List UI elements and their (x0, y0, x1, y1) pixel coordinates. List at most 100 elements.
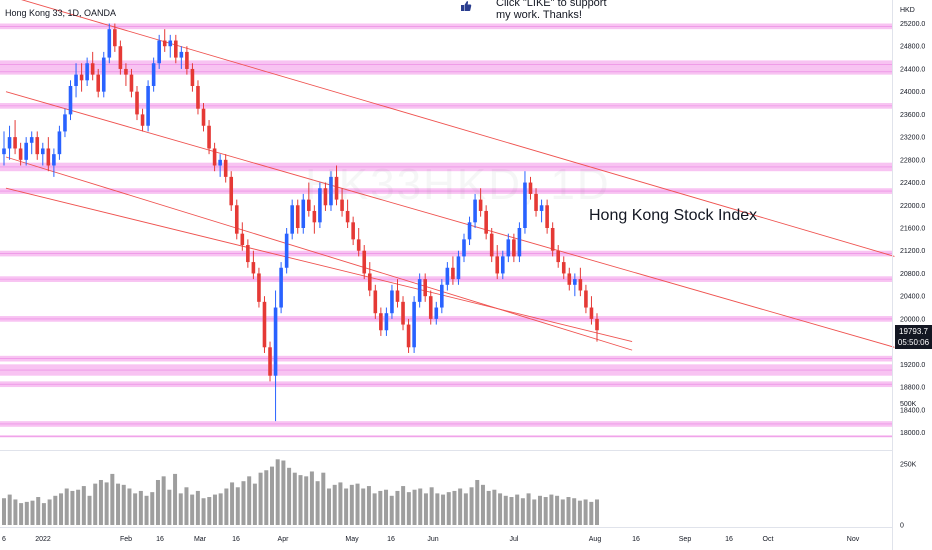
volume-bar (509, 497, 514, 525)
volume-bar (418, 488, 423, 525)
candle-body (52, 154, 56, 166)
candle-body (445, 267, 450, 285)
price-tick-label: 19200.0 (900, 362, 925, 369)
trend-line-2 (5, 156, 633, 351)
candle-body (295, 205, 300, 228)
volume-bar (252, 483, 257, 525)
volume-bar (486, 490, 491, 525)
candle-body (428, 296, 433, 319)
time-tick-label: 16 (725, 536, 733, 543)
like-text-line-1: Click "LIKE" to support (496, 0, 607, 9)
time-tick-label: Jul (510, 536, 519, 543)
candle-body (384, 313, 389, 331)
candle (29, 131, 34, 155)
price-tick-label: 24800.0 (900, 44, 925, 51)
candle (318, 182, 322, 228)
candle (190, 63, 195, 92)
candle (207, 120, 211, 155)
price-axis[interactable]: HKD 25200.0 24800.0 24400.0 24000.0 23600.0 23… (900, 7, 925, 437)
volume-bar (93, 483, 98, 525)
price-tick-label: 24000.0 (900, 89, 925, 96)
candle (323, 182, 328, 211)
candle (196, 80, 200, 115)
volume-bar (555, 495, 560, 525)
time-axis-bg (0, 527, 892, 550)
volume-bar (446, 492, 451, 525)
time-axis[interactable]: 6 2022 Feb 16 Mar 16 Apr May 16 Jun Jul Aug 16 Sep 16 O… (0, 527, 892, 550)
candle-body (556, 250, 561, 263)
candle (434, 301, 439, 325)
candle-body (18, 148, 23, 160)
volume-bar (475, 479, 480, 525)
volume-bar (281, 460, 286, 525)
candle-body (456, 256, 461, 280)
volume-bar (201, 498, 206, 525)
candle-body (528, 182, 533, 194)
volume-bar (309, 471, 314, 525)
candle (174, 34, 178, 64)
volume-bar (167, 489, 172, 525)
candle-body (212, 148, 217, 166)
volume-bar (292, 472, 297, 525)
candle (390, 284, 394, 319)
volume-bar (321, 472, 326, 525)
volume-bar (178, 493, 183, 525)
candle-body (168, 40, 173, 47)
volume-bar (24, 501, 29, 525)
chart-title: Hong Kong Stock Index (589, 207, 758, 224)
candle-body (578, 279, 583, 291)
candle (35, 131, 40, 160)
candle (107, 23, 112, 64)
symbol-header[interactable]: Hong Kong 33, 1D, OANDA (5, 8, 117, 18)
candle-body (412, 301, 416, 348)
candle (273, 290, 278, 422)
candle-body (74, 74, 78, 86)
candle-body (506, 239, 511, 257)
candle (85, 57, 89, 86)
candle-body (63, 114, 67, 132)
candle (118, 40, 123, 75)
candle (279, 262, 283, 314)
volume-bar (543, 497, 548, 525)
candle-body (329, 176, 333, 206)
candle (467, 216, 472, 246)
candle-body (113, 29, 117, 47)
candle-body (584, 290, 588, 308)
candle (40, 142, 45, 166)
candle (334, 165, 339, 206)
volume-bar (76, 489, 81, 525)
time-tick-label: 6 (2, 536, 6, 543)
volume-bar (304, 476, 309, 525)
candle-body (550, 228, 555, 251)
symbol-watermark: HK33HKD, 1D (305, 160, 611, 209)
price-tick-label: 25200.0 (900, 21, 925, 28)
candle (506, 233, 511, 263)
candle (168, 34, 173, 58)
candle (234, 199, 239, 240)
candle-body (90, 63, 95, 75)
candle-body (146, 85, 150, 126)
candle (451, 256, 455, 285)
volume-bar (247, 476, 252, 525)
volume-bar (121, 484, 126, 525)
price-tick-label: 24400.0 (900, 66, 925, 73)
candle-body (356, 239, 361, 251)
candle-body (223, 159, 228, 177)
candle (445, 262, 450, 291)
candle (384, 307, 389, 336)
candle-body (279, 267, 283, 308)
support-resistance-zones (0, 23, 892, 438)
candle-body (534, 193, 538, 211)
candle-body (246, 245, 250, 263)
volume-bar (7, 494, 12, 525)
candle-body (207, 125, 211, 149)
candle (68, 80, 73, 121)
candle-body (489, 233, 494, 257)
price-tick-label: 20000.0 (900, 316, 925, 323)
volume-bar (195, 490, 200, 525)
last-price-badge: 19793.7 05:50:06 (895, 325, 932, 349)
price-tick-label: 22800.0 (900, 157, 925, 164)
volume-bar (589, 501, 594, 525)
time-tick-label: Sep (679, 536, 692, 543)
candle (406, 318, 411, 353)
